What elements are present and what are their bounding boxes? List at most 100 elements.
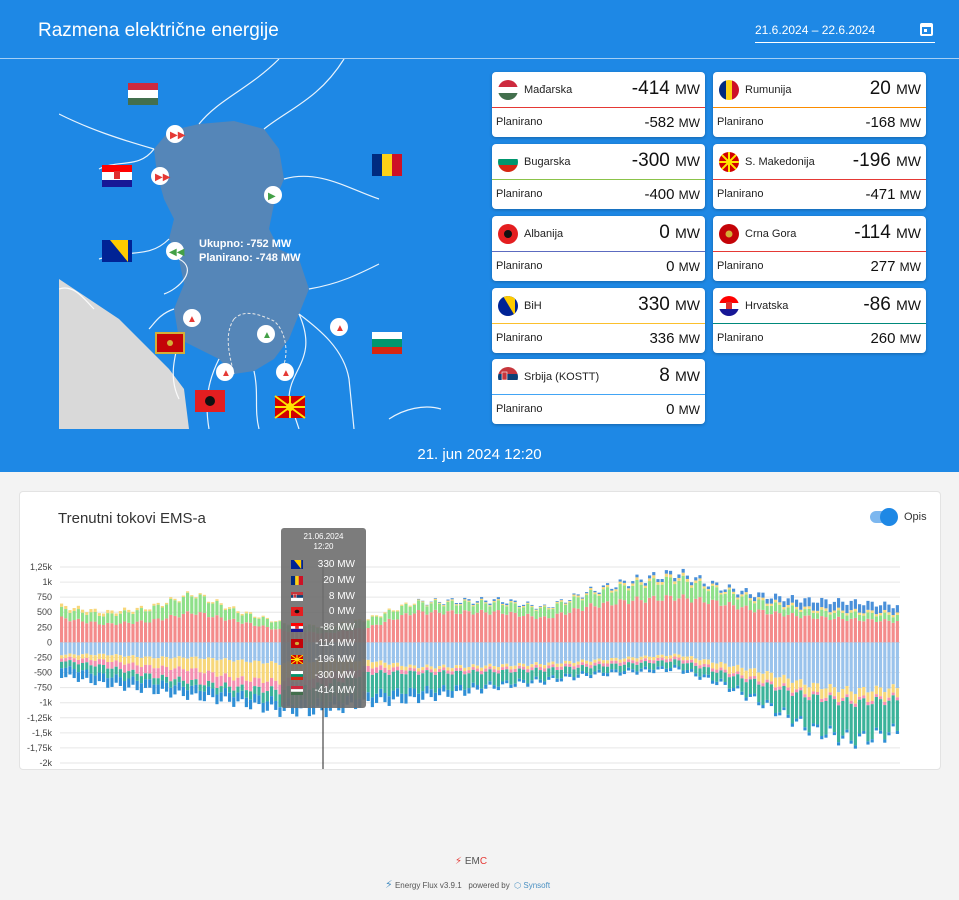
card-divider [492,107,705,108]
tooltip-row: -196 MW [291,654,361,668]
current-flow-value: -196 MW [852,150,921,171]
flag-bulgaria-map [372,332,402,354]
current-timestamp: 21. jun 2024 12:20 [417,446,542,463]
chart-panel: Trenutni tokovi EMS-a Opis [19,491,941,770]
country-name: Crna Gora [745,228,797,240]
card-montenegro: Crna Gora -114 MW Planirano 277 MW [713,216,926,281]
flag-croatia-icon [291,623,303,633]
card-serbia: Srbija (KOSTT) 8 MW Planirano 0 MW [492,359,705,424]
tooltip-value: -414 MW [314,685,355,697]
flag-bih-icon [291,560,303,569]
flag-macedonia-map [274,395,306,419]
flag-albania-map [195,390,225,412]
flag-serbia-icon [498,367,518,387]
current-flow-value: 20 MW [869,78,921,99]
current-flow-value: -414 MW [631,78,700,99]
tooltip-value: -86 MW [320,622,355,634]
planned-value: 0 MW [666,258,700,275]
flag-macedonia-icon [291,654,303,664]
country-name: S. Makedonija [745,156,815,168]
country-name: Hrvatska [745,300,789,312]
card-divider [713,179,926,180]
svg-text:▲: ▲ [221,368,231,379]
tooltip-date: 21.06.2024 [303,532,344,541]
date-range-text: 21.6.2024 – 22.6.2024 [755,23,876,37]
flag-romania-icon [719,80,739,100]
flag-montenegro-map [155,332,185,354]
date-range-picker[interactable]: 21.6.2024 – 22.6.2024 [755,18,935,43]
card-croatia: Hrvatska -86 MW Planirano 260 MW [713,288,926,353]
svg-text:▲: ▲ [262,330,272,341]
current-flow-value: -114 MW [854,222,921,243]
planned-label: Planirano [496,260,543,272]
tooltip-row: -86 MW [291,622,361,636]
flag-montenegro-icon [719,224,739,244]
tooltip-value: 0 MW [328,606,355,618]
svg-text:▲: ▲ [187,314,197,325]
legend-toggle[interactable] [870,508,898,526]
svg-text:▶▶: ▶▶ [170,130,186,141]
planned-value: -400 MW [644,186,700,203]
page-title: Razmena električne energije [38,20,279,41]
country-name: Mađarska [524,84,573,96]
planned-label: Planirano [496,332,543,344]
planned-label: Planirano [717,260,764,272]
svg-text:▲: ▲ [335,323,345,334]
card-hungary: Mađarska -414 MW Planirano -582 MW [492,72,705,137]
card-divider [492,251,705,252]
current-flow-value: -300 MW [631,150,700,171]
card-divider [713,323,926,324]
tooltip-row: -300 MW [291,670,361,684]
flag-croatia-map [102,165,132,187]
flag-bih-map [102,240,132,262]
planned-value: -168 MW [865,114,921,131]
map-planned-label: Planirano: -748 MW [199,252,301,264]
tooltip-value: 330 MW [317,559,355,570]
flag-montenegro-icon [291,639,303,648]
map-flags [102,83,402,419]
svg-text:▲: ▲ [281,368,291,379]
card-albania: Albanija 0 MW Planirano 0 MW [492,216,705,281]
planned-label: Planirano [496,116,543,128]
legend-toggle-label: Opis [904,511,927,523]
planned-label: Planirano [496,188,543,200]
flag-bih-icon [498,296,518,316]
flag-bulgaria-icon [498,152,518,172]
planned-label: Planirano [717,116,764,128]
flag-croatia-icon [719,296,739,316]
tooltip-value: 20 MW [323,574,355,586]
planned-label: Planirano [496,403,543,415]
current-flow-value: 8 MW [659,365,700,386]
app-version: Energy Flux v3.9.1 [394,881,462,890]
card-divider [713,107,926,108]
tooltip-row: -414 MW [291,685,361,699]
chart-title: Trenutni tokovi EMS-a [58,510,206,527]
chart-tooltip: 21.06.2024 12:20 330 MW 20 MW 8 MW 0 MW -86 M… [281,528,366,708]
card-bulgaria: Bugarska -300 MW Planirano -400 MW [492,144,705,209]
tooltip-row: 20 MW [291,575,361,589]
svg-text:◀◀: ◀◀ [169,247,185,258]
tooltip-row: 8 MW [291,591,361,605]
country-name: Srbija (KOSTT) [524,371,600,383]
tooltip-value: -196 MW [314,653,355,665]
map-total-label: Ukupno: -752 MW [199,238,292,250]
flag-bulgaria-icon [291,670,303,680]
tooltip-value: -300 MW [314,669,355,681]
bolt-icon: ⚡ [385,879,393,891]
planned-label: Planirano [717,188,764,200]
calendar-icon[interactable] [920,23,933,36]
flag-romania-icon [291,575,303,585]
flag-macedonia-icon [719,152,739,172]
region-map: ▶▶ ▶▶ ▶ ◀◀ ▲ ▲ ▲ ▲ ▲ Ukupno: -752 MW Pla… [59,59,441,429]
card-divider [492,179,705,180]
current-flow-value: -86 MW [863,294,921,315]
svg-text:▶▶: ▶▶ [155,172,171,183]
country-name: Rumunija [745,84,792,96]
planned-value: -471 MW [865,186,921,203]
card-divider [713,251,926,252]
tooltip-row: 0 MW [291,606,361,620]
card-divider [492,323,705,324]
tooltip-row: 330 MW [291,559,361,573]
current-flow-value: 330 MW [638,294,700,315]
card-bih: BiH 330 MW Planirano 336 MW [492,288,705,353]
